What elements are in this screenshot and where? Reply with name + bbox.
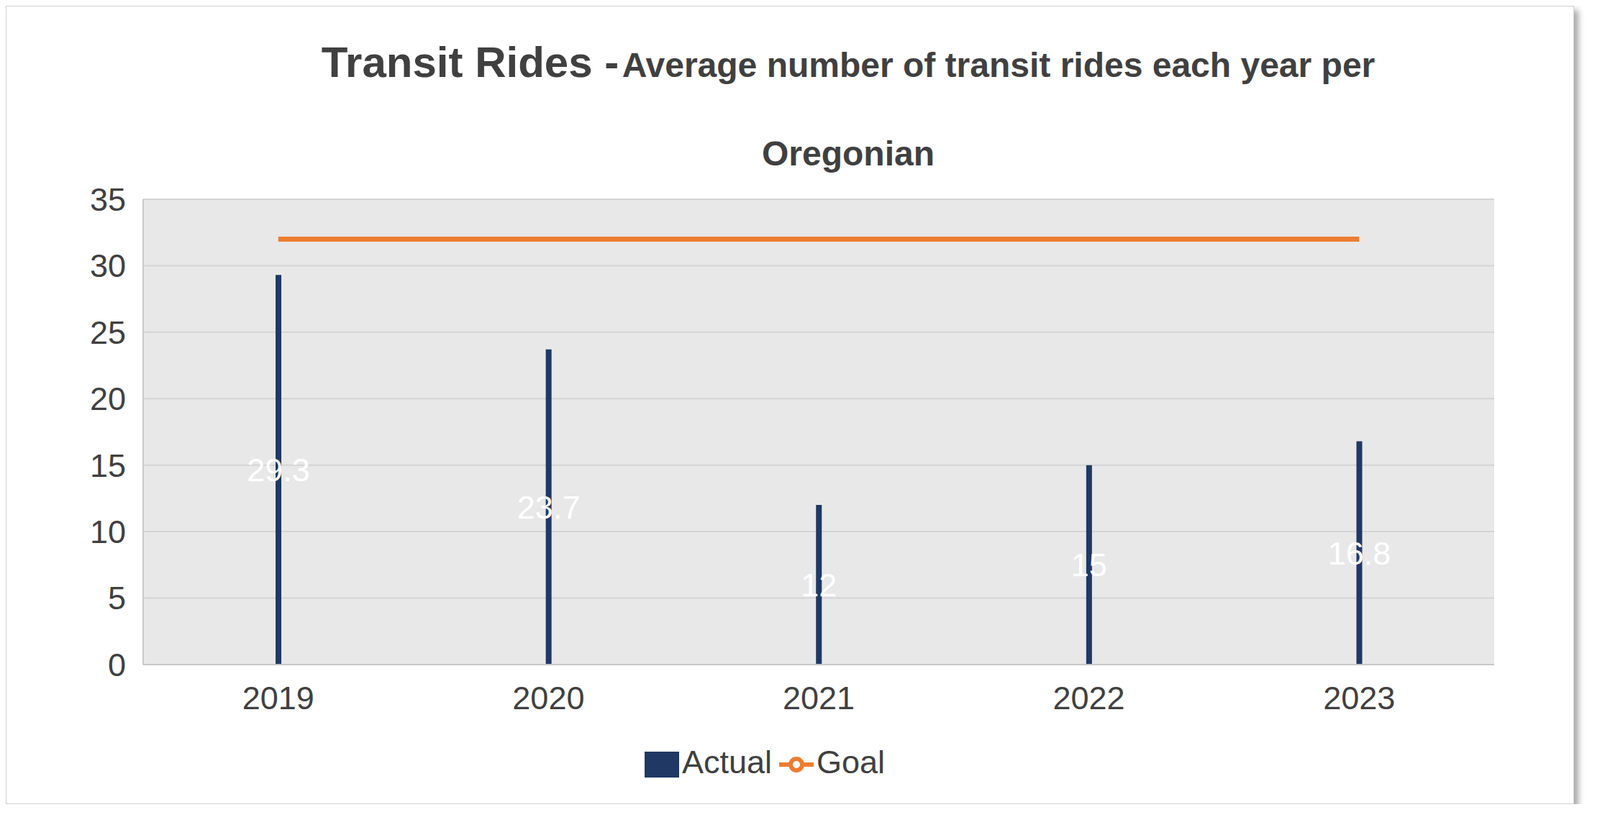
svg-text:20: 20	[89, 380, 126, 418]
svg-text:15: 15	[1071, 546, 1108, 584]
svg-text:2022: 2022	[1053, 679, 1126, 717]
svg-text:10: 10	[89, 513, 126, 551]
svg-text:2020: 2020	[512, 679, 585, 717]
svg-text:5: 5	[107, 579, 126, 617]
svg-text:15: 15	[89, 447, 126, 485]
html-text:Actual: Actual	[681, 743, 772, 781]
svg-text:16.8: 16.8	[1328, 535, 1392, 572]
svg-text:2023: 2023	[1323, 679, 1395, 717]
svg-text:12: 12	[800, 566, 837, 604]
svg-text:29.3: 29.3	[246, 451, 311, 489]
svg-text:25: 25	[89, 314, 126, 352]
html-text:Goal: Goal	[816, 743, 885, 781]
svg-text:2019: 2019	[242, 679, 315, 717]
svg-text:0: 0	[107, 646, 126, 684]
svg-text:23.7: 23.7	[517, 489, 581, 526]
svg-text:2021: 2021	[782, 679, 855, 717]
html-text:Transit Rides -Average number: Transit Rides -Average number of transit…	[321, 38, 1376, 173]
svg-text:35: 35	[89, 181, 126, 218]
svg-text:30: 30	[89, 247, 126, 285]
